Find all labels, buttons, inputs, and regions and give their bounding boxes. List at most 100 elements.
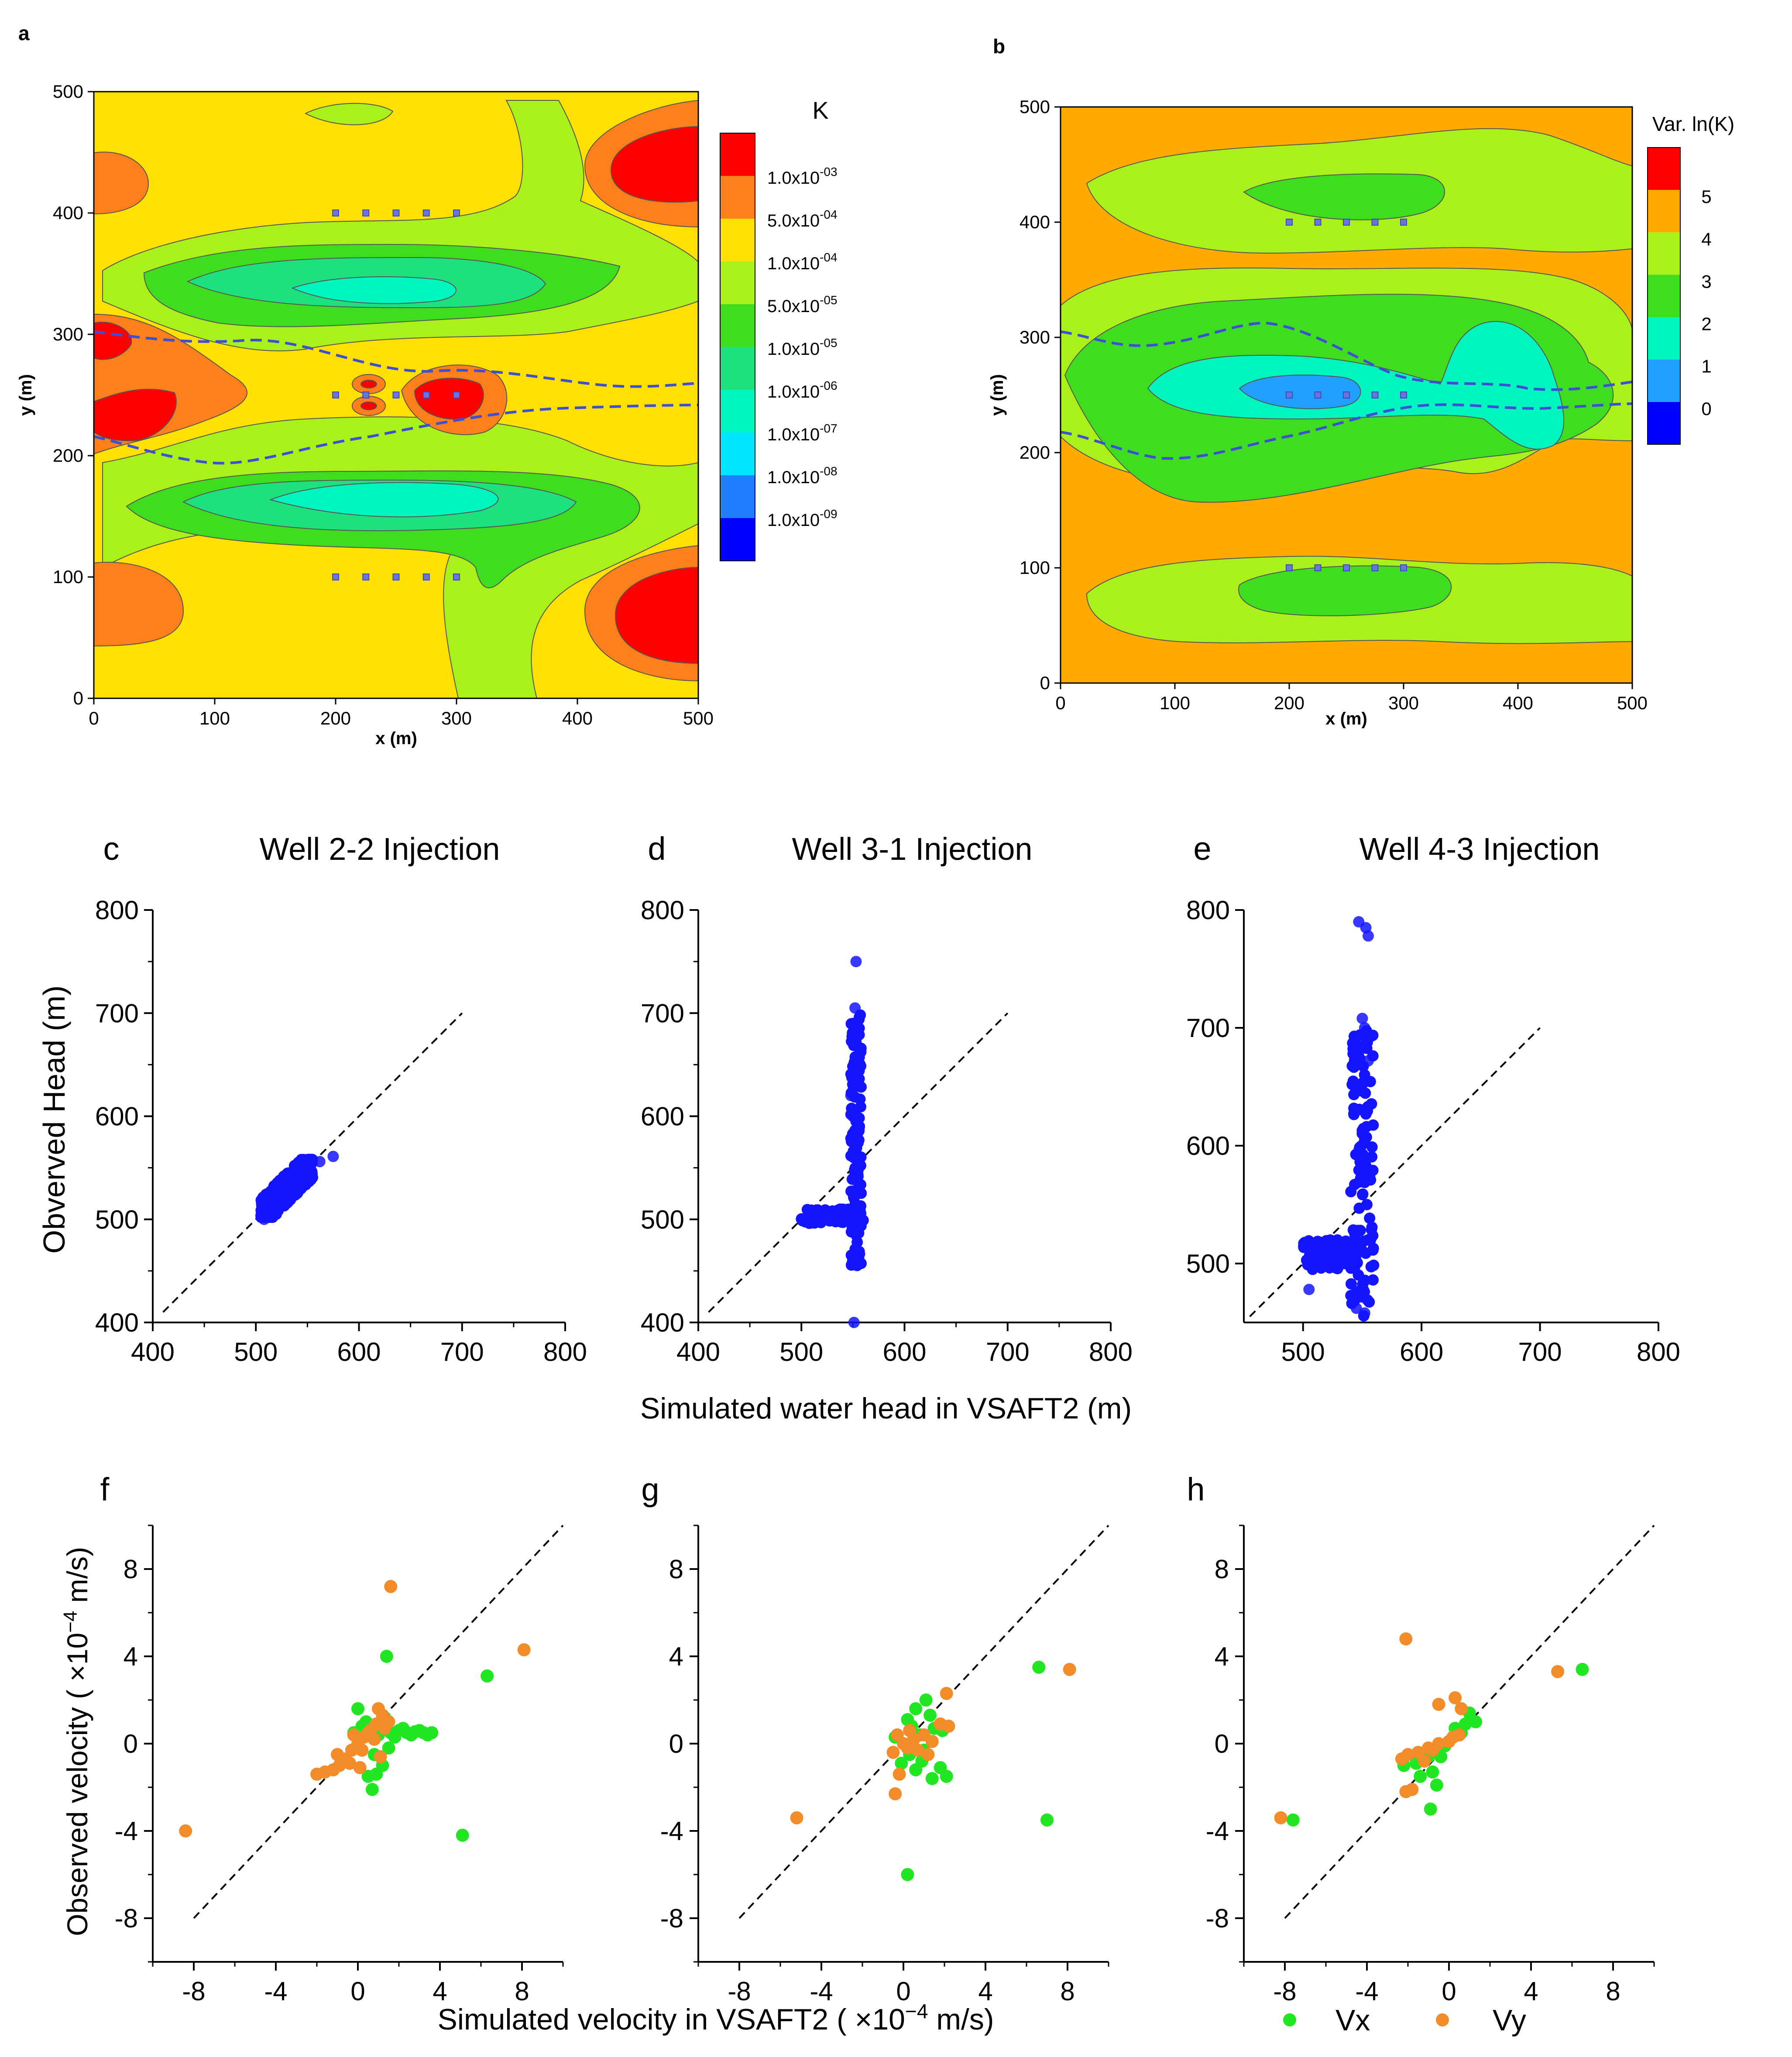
colorbar-a-label: 1.0x10-07	[767, 422, 838, 444]
head-point	[800, 1216, 811, 1228]
head-panel-e: e Well 4-3 Injection 500 600 700 800 500 600 700…	[1186, 831, 1680, 1367]
head-point	[1364, 1212, 1376, 1224]
xtick-label-b: 100	[1160, 693, 1190, 713]
ytick-label: 4	[669, 1642, 683, 1671]
head-point	[1357, 1188, 1369, 1200]
well-marker	[453, 573, 460, 580]
velocity-point-vx	[380, 1650, 393, 1663]
xtick-label: 0	[1442, 1977, 1456, 2006]
ytick-label: 8	[124, 1555, 138, 1584]
head-point	[855, 1060, 867, 1072]
velocity-panels: f -8 -4 0 4 8 -8 -4 0 4 8 g -8 -4 0 4 8 -8 -4 0 4 8 h -8 -4 0 4 8 -8…	[100, 1471, 1655, 2006]
well-marker	[362, 209, 370, 216]
legend-vx-label: Vx	[1335, 2004, 1370, 2037]
well-marker	[1286, 219, 1293, 226]
ylabel-b: y (m)	[988, 374, 1007, 416]
head-point	[327, 1150, 339, 1162]
legend-vy-marker	[1436, 2013, 1449, 2026]
velocity-point-vx	[370, 1768, 383, 1781]
well-marker	[1343, 564, 1350, 571]
head-point	[812, 1207, 824, 1219]
colorbar-a-mantissa: 5.0x10	[767, 211, 820, 230]
ytick-label: 800	[1186, 896, 1230, 925]
velocity-point-vy	[886, 1746, 900, 1759]
xtick-label: -4	[810, 1977, 833, 2006]
head-point	[854, 1120, 865, 1132]
well-marker	[332, 391, 339, 398]
xtick-label: 8	[1606, 1977, 1620, 2006]
well-marker	[362, 391, 370, 398]
velocity-point-vx	[421, 1728, 434, 1741]
ytick-label: 0	[669, 1729, 683, 1758]
velocity-point-vx	[925, 1772, 939, 1785]
ytick-label: 700	[1186, 1013, 1230, 1043]
ylabel-a: y (m)	[16, 374, 35, 416]
vel-xlabel-suffix: m/s)	[928, 2003, 994, 2036]
velocity-point-vx	[1459, 1717, 1472, 1731]
head-panels: c Well 2-2 Injection 400 500 600 700 800 400 500…	[95, 831, 1680, 1367]
velocity-point-vy	[1551, 1665, 1565, 1678]
ytick-label: 700	[95, 999, 139, 1028]
velocity-legend: Vx Vy	[1283, 2004, 1526, 2037]
head-point	[314, 1156, 326, 1168]
head-point	[1315, 1262, 1327, 1274]
xtick-label: 4	[1524, 1977, 1538, 2006]
velocity-point-vy	[384, 1580, 398, 1593]
head-shared-ylabel: Obverved Head (m)	[37, 986, 71, 1254]
velocity-point-vx	[1576, 1663, 1589, 1676]
head-point	[1356, 1085, 1368, 1096]
head-point	[1350, 1149, 1362, 1161]
ytick-label: 500	[1186, 1249, 1230, 1278]
ytick-label: 700	[641, 999, 684, 1028]
xtick-label-a: 100	[199, 708, 230, 728]
reference-line-g	[738, 1525, 1109, 1919]
velocity-point-vy	[378, 1722, 391, 1735]
velocity-point-vx	[1430, 1779, 1443, 1792]
colorbar-a-mantissa: 1.0x10	[767, 382, 820, 402]
velocity-point-vy	[790, 1811, 803, 1824]
colorbar-a-segment	[720, 518, 755, 561]
well-marker	[362, 573, 370, 580]
well-marker	[1400, 219, 1407, 226]
head-point	[850, 1199, 862, 1211]
xtick-label: 4	[978, 1977, 992, 2006]
velocity-point-vy	[353, 1761, 367, 1774]
colorbar-b-segment	[1648, 232, 1680, 275]
head-point	[826, 1214, 838, 1226]
head-point	[1356, 1245, 1368, 1257]
ytick-label: 600	[1186, 1131, 1230, 1161]
colorbar-a-mantissa: 1.0x10	[767, 168, 820, 188]
ytick-label: 4	[124, 1642, 138, 1671]
velocity-point-vy	[372, 1702, 385, 1715]
velocity-point-vx	[901, 1868, 914, 1881]
colorbar-a: 1.0x10-091.0x10-081.0x10-071.0x10-061.0x…	[720, 133, 838, 561]
xtick-label-b: 0	[1055, 693, 1065, 713]
colorbar-a-segment	[720, 475, 755, 518]
colorbar-b-frame	[1647, 147, 1681, 445]
ytick-label-b: 500	[1020, 96, 1050, 117]
ytick-label: 400	[641, 1308, 684, 1337]
panel-a: a	[16, 22, 838, 748]
ytick-label-b: 100	[1020, 557, 1050, 578]
ytick-label: 8	[669, 1555, 683, 1584]
panel-title-c: Well 2-2 Injection	[260, 832, 500, 867]
head-point	[1350, 1302, 1362, 1314]
velocity-point-vy	[1432, 1698, 1445, 1711]
ytick-label: -8	[660, 1904, 683, 1933]
velocity-point-vy	[179, 1824, 192, 1837]
panel-title-d: Well 3-1 Injection	[792, 832, 1033, 867]
xtick-label-b: 500	[1617, 693, 1648, 713]
colorbar-b-label: 3	[1701, 271, 1711, 292]
well-markers-b	[1286, 219, 1407, 571]
xtick-label-a: 200	[320, 708, 351, 728]
xtick-label: 400	[131, 1337, 175, 1367]
ytick-label: 0	[124, 1729, 138, 1758]
colorbar-a-segment	[720, 219, 755, 261]
colorbar-a-mantissa: 5.0x10	[767, 297, 820, 316]
ytick-label-b: 0	[1040, 673, 1050, 693]
ytick-label: 4	[1215, 1642, 1229, 1671]
velocity-point-vy	[890, 1728, 904, 1741]
panel-label-f: f	[100, 1471, 110, 1508]
xtick-label-a: 300	[441, 708, 472, 728]
